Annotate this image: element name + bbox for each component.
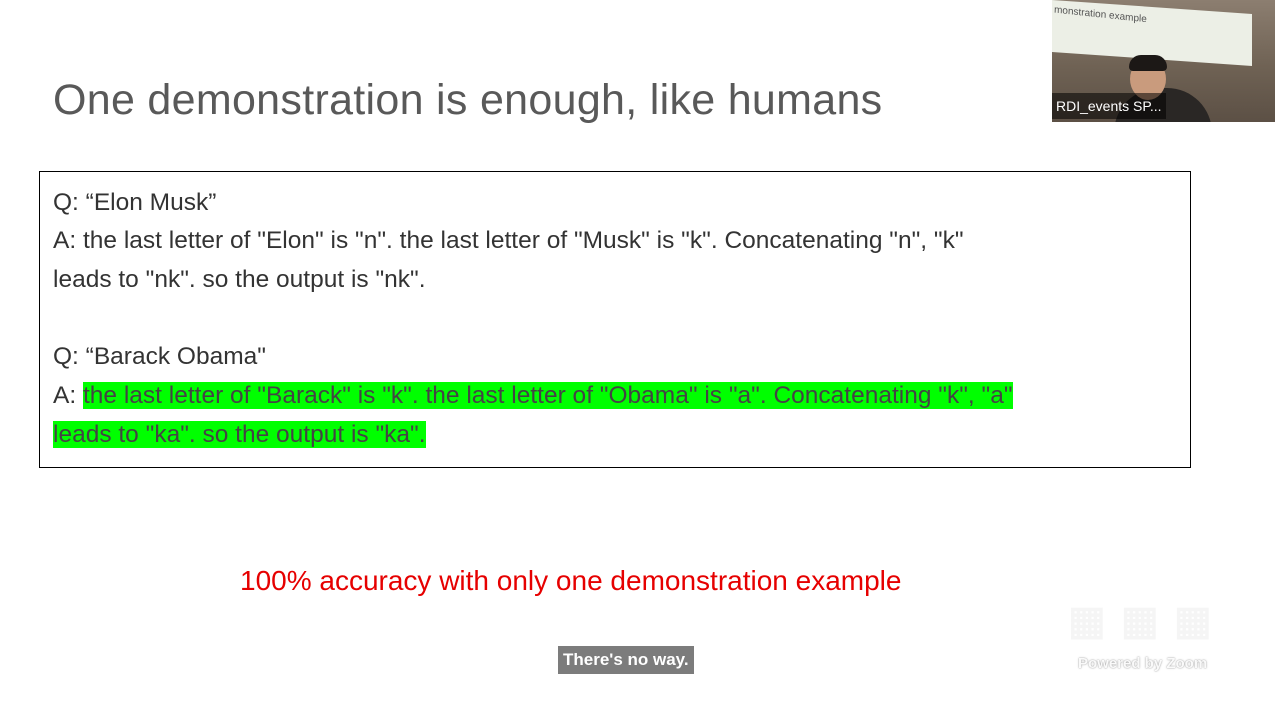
answer-1-line-1: A: the last letter of "Elon" is "n". the…	[53, 227, 964, 254]
zoom-watermark: Powered by Zoom	[1078, 655, 1208, 672]
speaker-video-tile[interactable]: monstration example RDI_events SP...	[1052, 0, 1275, 122]
slide-title: One demonstration is enough, like humans	[53, 76, 883, 124]
question-2: Q: “Barack Obama"	[53, 343, 266, 370]
answer-2-line-1: A: the last letter of "Barack" is "k". t…	[53, 377, 1013, 415]
projector-text: monstration example	[1053, 4, 1147, 26]
answer-1-line-2: leads to "nk". so the output is "nk".	[53, 266, 426, 293]
answer-2-prefix: A:	[53, 382, 83, 409]
live-caption: There's no way.	[558, 646, 694, 674]
answer-2-highlight-1: the last letter of "Barack" is "k". the …	[82, 382, 1013, 409]
answer-2-line-2: leads to "ka". so the output is "ka".	[53, 416, 426, 454]
answer-2-highlight-2: leads to "ka". so the output is "ka".	[53, 421, 426, 448]
participant-name-label: RDI_events SP...	[1052, 93, 1166, 119]
question-1: Q: “Elon Musk”	[53, 189, 217, 216]
example-box: Q: “Elon Musk” A: the last letter of "El…	[39, 171, 1191, 468]
speaker-hair	[1129, 55, 1167, 71]
accuracy-note: 100% accuracy with only one demonstratio…	[240, 565, 902, 596]
zoom-logo-icon: ▦ ▦ ▦	[1068, 598, 1214, 644]
